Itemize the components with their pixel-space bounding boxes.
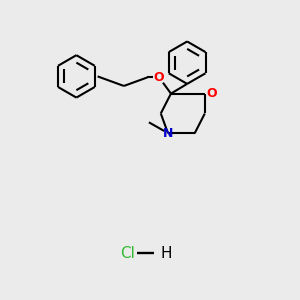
Text: H: H [160,246,172,261]
Text: O: O [206,87,217,100]
Text: Cl: Cl [120,246,135,261]
Text: N: N [163,127,173,140]
Text: O: O [153,71,164,84]
